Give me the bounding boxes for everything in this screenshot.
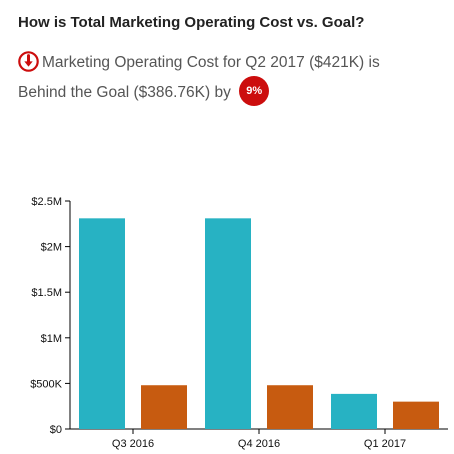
x-tick-label: Q3 2016 bbox=[112, 438, 154, 450]
goal-summary: Marketing Operating Cost for Q2 2017 ($4… bbox=[18, 48, 438, 108]
y-tick-label: $2M bbox=[41, 242, 62, 254]
bar bbox=[267, 385, 313, 429]
arrow-down-circle-icon bbox=[18, 51, 39, 72]
y-tick-label: $0 bbox=[50, 424, 62, 436]
y-tick-label: $500K bbox=[30, 378, 62, 390]
x-tick-label: Q4 2016 bbox=[238, 438, 280, 450]
y-tick-label: $2.5M bbox=[31, 196, 62, 208]
y-tick-label: $1M bbox=[41, 333, 62, 345]
x-tick-label: Q1 2017 bbox=[364, 438, 406, 450]
variance-badge: 9% bbox=[239, 76, 270, 106]
bar-chart: $0 $500K $1M $1.5M $2M $2.5M Q3 2016 Q4 2016 Q1 … bbox=[30, 196, 448, 450]
bar bbox=[393, 401, 439, 429]
bar bbox=[141, 385, 187, 429]
bar bbox=[205, 218, 251, 429]
y-tick-label: $1.5M bbox=[31, 287, 62, 299]
summary-line-2: Behind the Goal ($386.76K) by bbox=[18, 84, 231, 102]
summary-line-1: Marketing Operating Cost for Q2 2017 ($4… bbox=[42, 54, 380, 71]
bar bbox=[331, 393, 377, 429]
chart-title: How is Total Marketing Operating Cost vs… bbox=[18, 14, 365, 31]
bar bbox=[79, 218, 125, 429]
